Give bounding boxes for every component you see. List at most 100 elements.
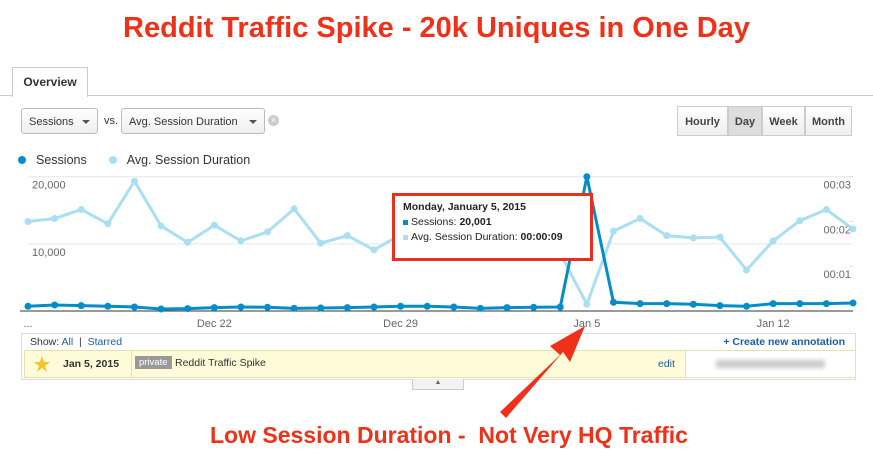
show-label: Show:: [30, 336, 60, 348]
x-tick-label: Jan 5: [573, 318, 600, 330]
point: [104, 220, 112, 228]
vs-label: vs.: [104, 115, 119, 127]
point: [237, 237, 245, 245]
point: [184, 238, 192, 246]
callout: Low Session Duration - Not Very HQ Traff…: [210, 422, 688, 448]
series-line: [27, 176, 854, 311]
point: [503, 304, 511, 312]
point: [290, 205, 298, 213]
filter-all[interactable]: All: [61, 336, 74, 348]
point: [663, 232, 671, 240]
annotation-text: Reddit Traffic Spike: [175, 357, 266, 369]
point: [51, 214, 59, 222]
point: [130, 303, 138, 311]
point: [184, 305, 192, 313]
point: [24, 302, 32, 310]
tooltip-row: Sessions: 20,001: [403, 216, 582, 228]
point: [157, 305, 165, 313]
period-button[interactable]: Week: [762, 106, 805, 136]
badge: private: [135, 356, 172, 369]
point: [51, 301, 59, 309]
point: [849, 299, 857, 307]
y-tick-label: 10,000: [32, 247, 66, 259]
blurred-author: [685, 351, 855, 377]
tab-rule: [0, 95, 873, 96]
point: [849, 225, 857, 233]
remove-icon[interactable]: ×: [268, 115, 279, 126]
star[interactable]: [34, 356, 50, 372]
tooltip-label: Avg. Session Duration:: [411, 231, 518, 243]
point: [743, 266, 751, 274]
edit-link[interactable]: edit: [658, 358, 675, 370]
point: [423, 302, 431, 310]
tooltip-value: 00:00:09: [520, 231, 563, 243]
point: [689, 234, 697, 242]
point: [769, 300, 777, 308]
point: [583, 300, 591, 308]
legend-entry: Sessions: [18, 153, 87, 167]
point: [583, 173, 591, 181]
legend: Sessions Avg. Session Duration: [18, 153, 250, 167]
point: [822, 206, 830, 214]
point: [343, 304, 351, 312]
point: [796, 217, 804, 225]
point: [104, 302, 112, 310]
period-buttons: Hourly Day Week Month: [677, 106, 852, 136]
x-tick-label: ...: [23, 318, 32, 330]
create-annotation[interactable]: + Create new annotation: [723, 336, 845, 348]
filter-starred[interactable]: Starred: [87, 336, 123, 348]
y2-tick-label: 00:02: [823, 224, 851, 236]
point: [663, 300, 671, 308]
legend-entry: Avg. Session Duration: [108, 153, 251, 167]
point: [450, 303, 458, 311]
point: [822, 300, 830, 308]
x-tick-label: Dec 29: [383, 318, 418, 330]
x-tick-label: Jan 12: [757, 318, 790, 330]
headline: Reddit Traffic Spike - 20k Uniques in On…: [123, 12, 750, 44]
point: [24, 217, 32, 225]
compare-dropdown[interactable]: Avg. Session Duration: [121, 108, 265, 134]
y2-tick-label: 00:03: [823, 180, 851, 192]
legend-label: Sessions: [36, 153, 87, 167]
point: [317, 304, 325, 312]
point: [716, 302, 724, 310]
period-button[interactable]: Hourly: [677, 106, 728, 136]
point: [317, 239, 325, 247]
point: [264, 228, 272, 236]
point: [636, 214, 644, 222]
point: [769, 237, 777, 245]
point: [530, 303, 538, 311]
point: [210, 304, 218, 312]
annotation-date: Jan 5, 2015: [63, 358, 120, 370]
metric-dropdown[interactable]: Sessions: [21, 108, 98, 134]
tooltip-row: Avg. Session Duration: 00:00:09: [403, 231, 582, 243]
point: [370, 246, 378, 254]
point: [716, 233, 724, 241]
separator: |: [79, 336, 82, 348]
point: [397, 302, 405, 310]
show: Show: All | Starred: [30, 336, 122, 348]
point: [370, 303, 378, 311]
point: [264, 303, 272, 311]
point: [210, 221, 218, 229]
point: [796, 300, 804, 308]
legend-label: Avg. Session Duration: [126, 153, 251, 167]
tab[interactable]: Overview: [12, 67, 88, 97]
point: [609, 298, 617, 306]
point: [343, 232, 351, 240]
point: [130, 177, 138, 185]
point: [743, 302, 751, 310]
tooltip-label: Sessions:: [411, 216, 457, 228]
period-button[interactable]: Day: [728, 106, 762, 136]
point: [636, 300, 644, 308]
point: [476, 304, 484, 312]
collapse-handle[interactable]: ▲: [412, 379, 464, 390]
y-tick-label: 20,000: [32, 180, 66, 192]
tooltip-value: 20,001: [459, 216, 492, 228]
period-button[interactable]: Month: [805, 106, 852, 136]
point: [290, 304, 298, 312]
point: [556, 303, 564, 311]
point: [157, 222, 165, 230]
